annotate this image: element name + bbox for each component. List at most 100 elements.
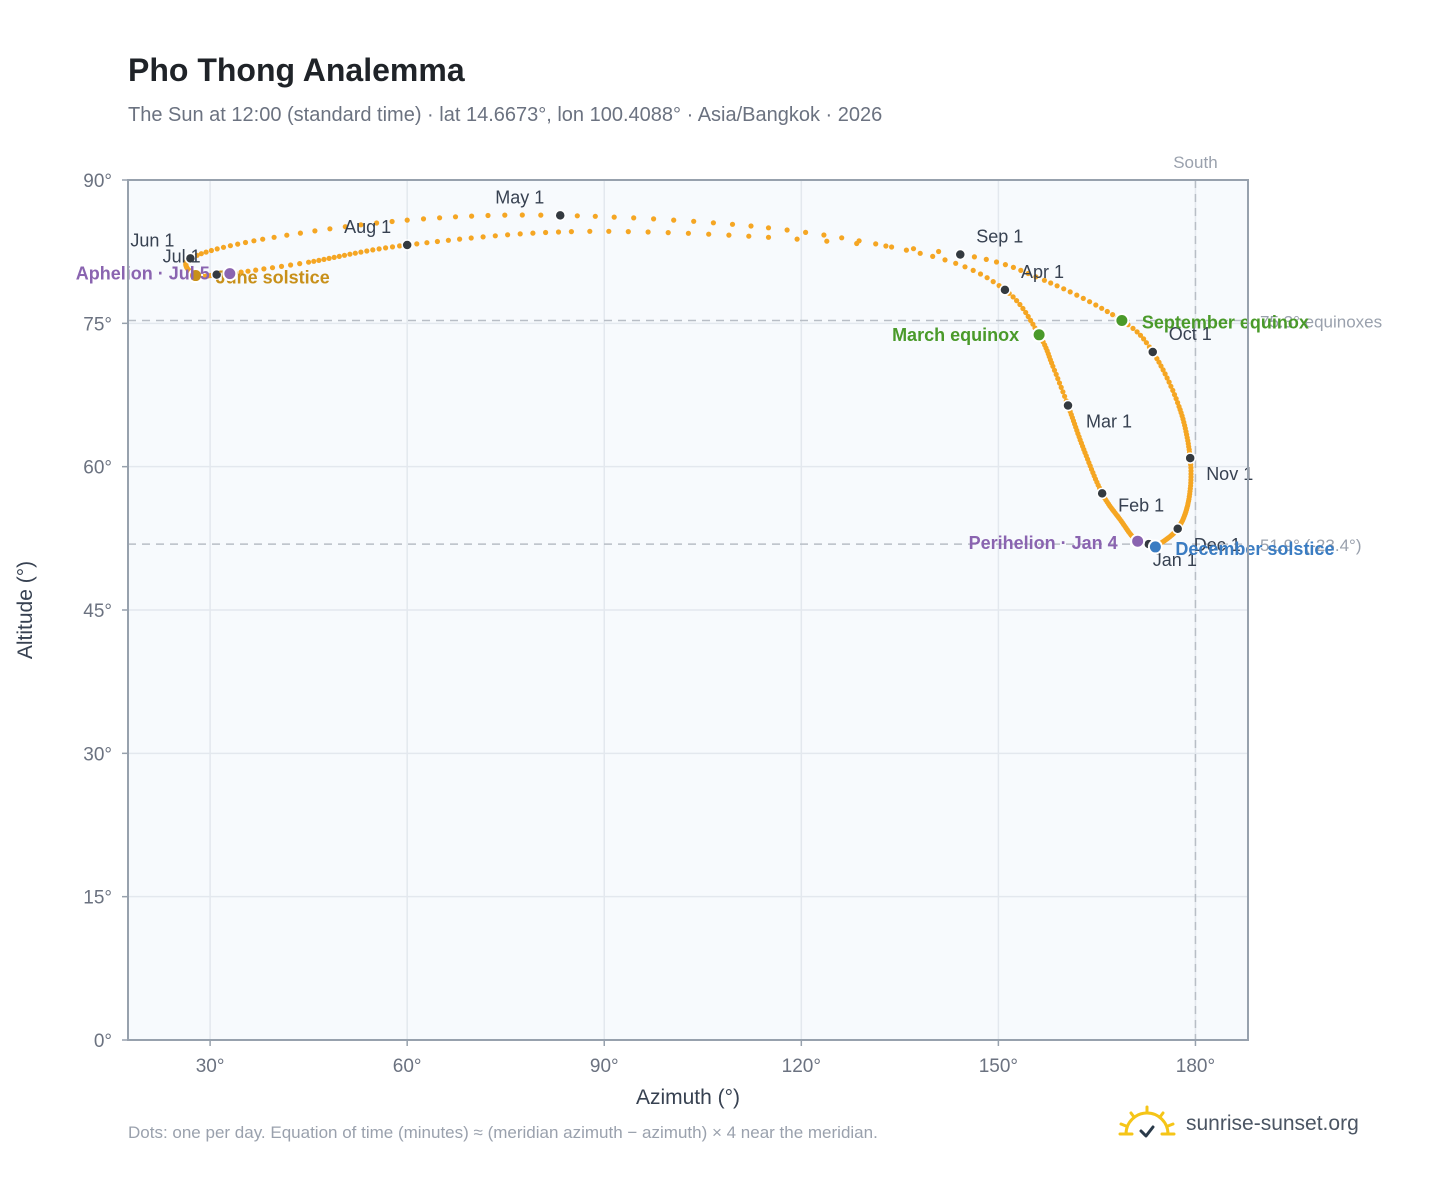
event-label: Perihelion · Jan 4: [969, 533, 1118, 553]
day-dot: [983, 256, 989, 262]
day-dot: [370, 247, 376, 253]
day-dot: [331, 254, 337, 260]
day-dot: [445, 237, 451, 243]
day-dot: [242, 239, 249, 246]
day-dot: [873, 241, 879, 247]
day-dot: [316, 257, 322, 263]
y-tick-label: 45°: [83, 601, 112, 622]
y-axis-label: Altitude (°): [14, 561, 37, 659]
day-dot: [326, 255, 332, 261]
day-dot: [358, 222, 364, 228]
day-dot: [1166, 379, 1172, 385]
day-dot: [1010, 264, 1017, 270]
day-dot: [1023, 309, 1029, 316]
day-dot: [685, 230, 692, 236]
day-dot: [910, 246, 917, 252]
altitude-reference-label: 51.9° (-23.4°): [1260, 536, 1361, 555]
brand[interactable]: sunrise-sunset.org: [1118, 1102, 1359, 1146]
day-dot: [306, 259, 312, 265]
day-dot: [821, 232, 827, 238]
month-marker: [1062, 399, 1074, 412]
day-dot: [543, 229, 549, 236]
day-dot: [278, 263, 285, 269]
reference-lines: South 75.3° equinoxes 51.9° (-23.4°): [128, 153, 1382, 1040]
day-dot: [606, 228, 612, 234]
day-dot: [1175, 400, 1181, 406]
x-axis-label: Azimuth (°): [636, 1086, 740, 1109]
day-dot: [321, 256, 327, 262]
day-dot: [1087, 299, 1093, 305]
day-dot: [389, 244, 396, 250]
day-dot: [854, 240, 860, 247]
day-dot: [962, 264, 968, 270]
day-dot: [1030, 321, 1036, 327]
x-tick-label: 120°: [782, 1056, 821, 1077]
day-dot: [383, 245, 389, 251]
day-dot: [1141, 336, 1147, 342]
day-dot: [1160, 367, 1166, 373]
day-dot: [993, 259, 1000, 265]
brand-name[interactable]: sunrise-sunset.org: [1186, 1112, 1359, 1135]
day-dot: [214, 246, 220, 252]
y-tick-label: 60°: [83, 458, 112, 479]
y-tick-label: 0°: [94, 1031, 112, 1052]
day-dot: [342, 224, 348, 230]
month-marker-label: May 1: [495, 187, 544, 207]
month-marker: [1096, 487, 1108, 500]
day-dot: [1104, 308, 1110, 315]
altitude-reference-label: 75.3° equinoxes: [1260, 312, 1382, 331]
day-dot: [903, 247, 910, 253]
day-dot: [269, 265, 276, 271]
day-dot: [1058, 384, 1064, 390]
x-tick-label: 150°: [979, 1056, 1018, 1077]
day-dot: [651, 216, 657, 222]
day-dot: [729, 221, 736, 227]
day-dot: [1051, 367, 1058, 373]
day-dot: [990, 279, 996, 285]
month-marker: [999, 284, 1011, 296]
day-dot: [253, 267, 259, 273]
day-dot: [587, 228, 593, 234]
day-dot: [452, 214, 459, 220]
x-tick-label: 60°: [393, 1056, 422, 1077]
day-dot: [1143, 340, 1149, 346]
event-marker: [188, 268, 204, 284]
day-dot: [1164, 375, 1170, 381]
day-dot: [1055, 376, 1061, 382]
y-tick-label: 75°: [83, 314, 112, 335]
day-dot: [404, 217, 410, 223]
event-marker: [1130, 533, 1146, 549]
month-marker: [1147, 346, 1159, 358]
day-dot: [748, 223, 754, 229]
sun-logo-icon: [1118, 1105, 1176, 1138]
day-dot: [706, 231, 712, 237]
day-dot: [492, 233, 498, 239]
x-tick-label: 30°: [196, 1056, 225, 1077]
day-dot: [288, 262, 294, 268]
event-label: March equinox: [892, 325, 1019, 345]
day-dot: [1067, 289, 1073, 295]
day-dot: [803, 229, 809, 235]
day-dot: [746, 233, 752, 239]
day-dot: [1014, 298, 1020, 304]
day-dot: [645, 229, 651, 235]
day-dot: [538, 212, 544, 218]
day-dot: [568, 229, 575, 235]
event-label: December solstice: [1175, 539, 1334, 559]
day-dot: [347, 251, 353, 257]
month-marker: [1171, 523, 1184, 535]
day-dot: [208, 247, 214, 254]
day-dot: [311, 258, 317, 264]
day-dot: [235, 241, 241, 247]
month-marker-label: Jun 1: [130, 230, 174, 250]
day-dot: [297, 230, 303, 236]
chart-subtitle: The Sun at 12:00 (standard time) · lat 1…: [128, 104, 883, 126]
day-dot: [530, 230, 536, 236]
y-tick-label: 15°: [83, 888, 112, 909]
month-marker-label: Aug 1: [344, 217, 391, 237]
day-dot: [502, 212, 508, 218]
day-dot: [1130, 325, 1136, 331]
day-dot: [203, 249, 209, 255]
event-marker: [1031, 327, 1047, 343]
day-dot: [245, 268, 251, 274]
